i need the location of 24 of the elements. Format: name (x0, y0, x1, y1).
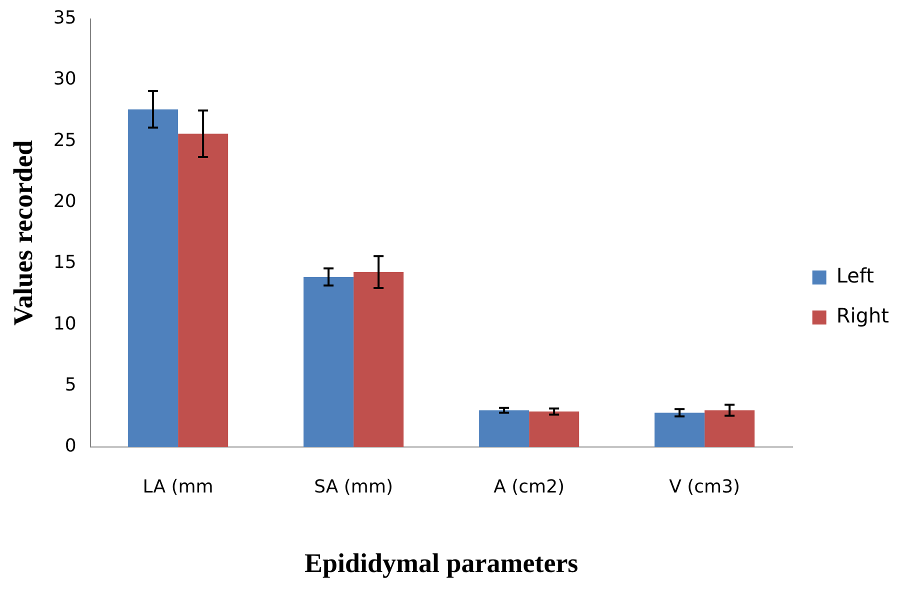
x-axis-title: Epididymal parameters (304, 548, 578, 578)
y-tick-label: 35 (53, 7, 76, 28)
bar (529, 412, 580, 447)
y-tick-label: 15 (53, 252, 76, 274)
bar (128, 109, 178, 447)
x-tick-label: LA (mm (142, 476, 214, 498)
y-tick-label: 5 (64, 374, 76, 396)
y-tick-label: 0 (64, 436, 76, 457)
y-tick-label: 25 (53, 130, 76, 151)
legend-label: Left (836, 264, 874, 288)
bar (704, 410, 755, 447)
bar (654, 412, 705, 447)
bar (479, 410, 530, 447)
y-axis-title: Values recorded (8, 140, 38, 326)
legend-label: Right (836, 304, 890, 328)
y-tick-label: 30 (53, 68, 76, 90)
y-tick-label: 10 (53, 313, 76, 334)
y-tick-label: 20 (53, 190, 76, 212)
bar (304, 276, 354, 447)
x-tick-label: V (cm3) (669, 476, 740, 498)
x-tick-label: SA (mm) (314, 476, 394, 498)
x-tick-label: A (cm2) (494, 476, 565, 498)
bar (178, 134, 228, 447)
bar (354, 272, 404, 447)
